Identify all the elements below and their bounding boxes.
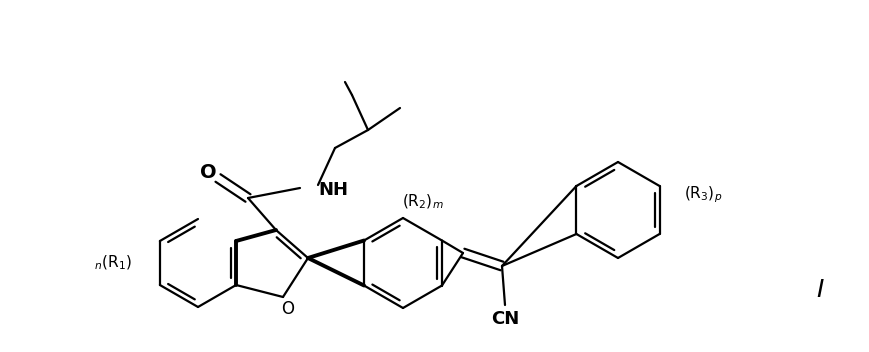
Text: O: O [200,163,216,182]
Text: CN: CN [490,310,519,328]
Text: (R$_3$)$_p$: (R$_3$)$_p$ [683,185,721,205]
Text: O: O [282,300,295,318]
Text: $_n$(R$_1$): $_n$(R$_1$) [94,254,132,272]
Text: I: I [815,278,823,302]
Text: NH: NH [318,181,348,199]
Text: (R$_2$)$_m$: (R$_2$)$_m$ [401,193,443,211]
